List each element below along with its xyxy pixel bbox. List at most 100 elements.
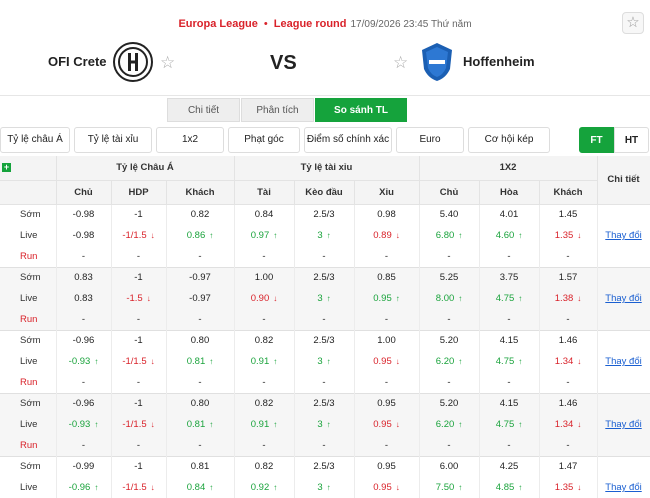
arrow-up-icon: ↑ <box>273 231 278 240</box>
odds-cell: - <box>234 246 295 267</box>
odds-cell: 0.95 ↓ <box>354 477 420 498</box>
odds-cell: - <box>56 309 112 330</box>
odds-filter-bar: Tỷ lệ châu Á Tỷ lệ tài xỉu 1x2 Phạt góc … <box>0 127 650 169</box>
odds-value: - <box>566 439 570 451</box>
home-team-name[interactable]: OFI Crete <box>48 54 107 69</box>
row-label: Run <box>0 309 57 330</box>
arrow-up-icon: ↑ <box>273 420 278 429</box>
favorite-home-star-icon[interactable]: ☆ <box>160 53 176 72</box>
odds-value: 4.75 <box>495 356 515 367</box>
odds-value: 0.82 <box>254 461 274 473</box>
odds-cell: - <box>479 435 540 456</box>
row-label: Sớm <box>0 329 57 351</box>
col-header: Tài <box>234 180 295 205</box>
arrow-down-icon: ↓ <box>577 294 582 303</box>
arrow-up-icon: ↑ <box>518 357 523 366</box>
odds-value: 0.83 <box>74 293 93 304</box>
tab-analysis[interactable]: Phân tích <box>241 98 314 122</box>
odds-cell: 1.47 <box>539 455 598 477</box>
odds-value: -1/1.5 <box>122 230 147 241</box>
odds-cell: 3 ↑ <box>294 225 355 246</box>
odds-value: 4.60 <box>495 230 515 241</box>
arrow-up-icon: ↑ <box>458 357 463 366</box>
odds-cell: -1/1.5 ↓ <box>111 351 167 372</box>
change-history-link[interactable]: Thay đổi <box>605 482 642 493</box>
odds-value: - <box>384 439 389 451</box>
odds-value: 6.00 <box>439 461 459 473</box>
arrow-down-icon: ↓ <box>577 483 582 492</box>
filter-asian-handicap[interactable]: Tỷ lệ châu Á <box>0 127 70 153</box>
details-cell <box>597 329 650 351</box>
table-row: Run - - - - - - - - - <box>0 372 650 393</box>
odds-cell: 0.84 ↑ <box>166 477 235 498</box>
star-icon[interactable]: ☆ <box>622 12 644 34</box>
odds-value: 0.83 <box>74 272 93 284</box>
league-line: Europa League • League round 17/09/2026 23:… <box>0 18 650 30</box>
details-cell <box>597 392 650 414</box>
arrow-down-icon: ↓ <box>577 231 582 240</box>
odds-value: -0.93 <box>68 356 91 367</box>
plus-icon[interactable]: + <box>2 162 11 173</box>
arrow-up-icon: ↑ <box>209 483 214 492</box>
odds-value: 5.20 <box>439 335 459 347</box>
group-asian-handicap: Tỷ lệ Châu Á <box>56 156 235 181</box>
away-team-name[interactable]: Hoffenheim <box>463 54 535 69</box>
odds-value: 0.84 <box>186 482 206 493</box>
filter-euro-handicap[interactable]: Euro Handicap <box>396 127 464 169</box>
odds-value: 0.91 <box>250 419 270 430</box>
odds-cell: 1.34 ↓ <box>539 351 598 372</box>
change-history-link[interactable]: Thay đổi <box>605 356 642 367</box>
odds-value: - <box>262 376 266 388</box>
odds-cell: 2.5/3 <box>294 455 355 477</box>
row-label: Sớm <box>0 392 57 414</box>
table-row: Live -0.98 -1/1.5 ↓ 0.86 ↑ 0.97 ↑ 3 ↑ 0.89 ↓ 6.80 ↑ 4.… <box>0 225 650 246</box>
filter-double-chance[interactable]: Cơ hội kép <box>468 127 550 153</box>
odds-cell: - <box>166 435 235 456</box>
odds-value: 2.5/3 <box>313 335 335 347</box>
tab-odds-compare[interactable]: So sánh TL <box>315 98 407 122</box>
filter-correct-score[interactable]: Điểm số chính xác <box>304 127 392 153</box>
odds-value: - <box>447 250 451 262</box>
change-history-link[interactable]: Thay đổi <box>605 293 642 304</box>
details-cell: Thay đổi <box>597 414 650 435</box>
odds-cell: 4.60 ↑ <box>479 225 540 246</box>
odds-value: 5.20 <box>439 398 459 410</box>
odds-cell: 3.75 <box>479 266 540 288</box>
home-team-logo[interactable] <box>112 41 154 83</box>
odds-cell: 4.85 ↑ <box>479 477 540 498</box>
half-time-button[interactable]: HT <box>614 127 649 153</box>
filter-corners[interactable]: Phạt góc <box>228 127 300 153</box>
odds-cell: 6.80 ↑ <box>419 225 480 246</box>
tab-details[interactable]: Chi tiết <box>167 98 240 122</box>
full-time-button[interactable]: FT <box>579 127 614 153</box>
odds-value: - <box>322 250 326 262</box>
away-team-logo[interactable] <box>416 41 458 83</box>
arrow-down-icon: ↓ <box>395 231 400 240</box>
odds-cell: -1 <box>111 392 167 414</box>
table-row: Run - - - - - - - - - <box>0 246 650 267</box>
arrow-up-icon: ↑ <box>458 231 463 240</box>
odds-value: 5.40 <box>439 209 459 221</box>
odds-cell: 2.5/3 <box>294 266 355 288</box>
odds-cell: 0.89 ↓ <box>354 225 420 246</box>
odds-cell: 0.95 <box>354 455 420 477</box>
odds-value: 1.57 <box>558 272 578 284</box>
odds-value: -0.96 <box>68 482 91 493</box>
arrow-up-icon: ↑ <box>209 420 214 429</box>
league-name[interactable]: Europa League <box>178 18 258 30</box>
favorite-away-star-icon[interactable]: ☆ <box>393 53 409 72</box>
odds-value: 7.50 <box>435 482 455 493</box>
arrow-down-icon: ↓ <box>273 294 278 303</box>
row-label: Sớm <box>0 266 57 288</box>
odds-cell: 0.83 <box>56 266 112 288</box>
table-row: Live -0.93 ↑ -1/1.5 ↓ 0.81 ↑ 0.91 ↑ 3 ↑ 0.95 ↓ 6.20 ↑ 4… <box>0 351 650 372</box>
odds-cell: - <box>354 246 420 267</box>
odds-value: 6.80 <box>435 230 455 241</box>
odds-cell: 4.75 ↑ <box>479 288 540 309</box>
filter-over-under[interactable]: Tỷ lệ tài xỉu <box>74 127 152 153</box>
odds-cell: - <box>166 372 235 393</box>
change-history-link[interactable]: Thay đổi <box>605 230 642 241</box>
filter-1x2[interactable]: 1x2 <box>156 127 224 153</box>
change-history-link[interactable]: Thay đổi <box>605 419 642 430</box>
row-label: Live <box>0 351 57 372</box>
